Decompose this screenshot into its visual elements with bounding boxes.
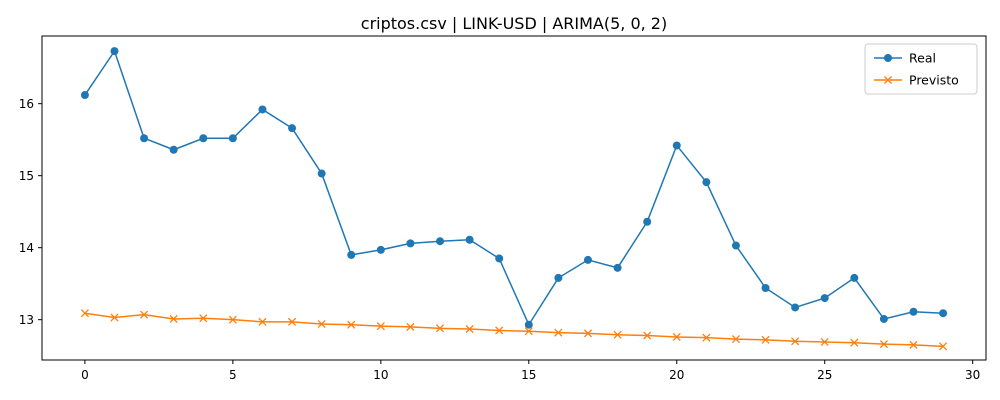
series-line: [84, 49, 944, 327]
legend-label: Real: [909, 51, 936, 66]
data-point: [140, 310, 149, 319]
data-point: [613, 330, 622, 339]
data-point: [583, 255, 592, 264]
data-point: [909, 307, 918, 316]
data-point: [228, 134, 237, 143]
plot-area: [80, 47, 948, 351]
data-point: [939, 342, 948, 351]
y-tick-label: 16: [19, 97, 34, 111]
data-point: [258, 105, 267, 114]
legend-marker: [883, 75, 893, 85]
data-point: [731, 335, 741, 344]
x-tick-label: 25: [817, 368, 832, 382]
data-point: [80, 91, 89, 100]
data-point: [435, 324, 445, 333]
data-point: [228, 315, 237, 324]
data-point: [820, 337, 829, 347]
data-point: [643, 217, 652, 226]
data-point: [495, 326, 504, 335]
data-point: [465, 324, 474, 334]
data-point: [406, 239, 415, 248]
data-point: [317, 169, 326, 178]
data-point: [731, 241, 740, 250]
x-tick-label: 30: [965, 368, 980, 382]
data-point: [347, 250, 356, 259]
data-point: [613, 263, 622, 272]
series-previsto: [80, 309, 948, 351]
data-point: [939, 309, 948, 318]
x-axis: 0 5 10 15 20 25 30: [81, 360, 980, 382]
data-point: [199, 134, 208, 143]
chart-title: criptos.csv | LINK-USD | ARIMA(5, 0, 2): [361, 14, 667, 33]
data-point: [495, 254, 504, 263]
data-point: [583, 329, 593, 338]
data-point: [850, 273, 859, 282]
data-point: [524, 320, 533, 329]
data-point: [791, 337, 800, 346]
data-point: [761, 335, 770, 344]
data-point: [702, 333, 711, 342]
data-point: [406, 322, 415, 331]
data-point: [820, 294, 829, 303]
data-point: [643, 331, 652, 340]
data-point: [879, 340, 888, 349]
data-point: [258, 317, 267, 326]
data-point: [672, 141, 681, 150]
data-point: [436, 237, 445, 246]
data-point: [672, 332, 681, 342]
data-point: [110, 313, 119, 322]
x-tick-label: 0: [81, 368, 89, 382]
legend: Real Previsto: [864, 43, 978, 95]
data-point: [199, 314, 208, 323]
data-point: [702, 178, 711, 187]
data-point: [317, 319, 326, 329]
axes-frame: [41, 35, 987, 361]
data-point: [524, 327, 533, 336]
data-point: [288, 124, 297, 133]
x-tick-label: 5: [229, 368, 237, 382]
data-point: [761, 284, 770, 292]
data-point: [554, 328, 563, 337]
data-point: [347, 320, 356, 329]
data-point: [554, 273, 563, 282]
legend-label: Previsto: [909, 73, 959, 88]
legend-marker: [884, 54, 892, 62]
data-point: [465, 235, 474, 244]
data-point: [110, 47, 119, 56]
y-tick-label: 13: [19, 313, 34, 327]
data-point: [169, 314, 178, 324]
x-tick-label: 20: [669, 368, 684, 382]
data-point: [376, 322, 385, 331]
series-line: [84, 312, 944, 348]
data-point: [140, 134, 149, 143]
data-point: [169, 145, 178, 154]
data-point: [850, 338, 859, 347]
data-point: [791, 303, 800, 312]
x-tick-label: 10: [373, 368, 388, 382]
x-tick-label: 15: [521, 368, 536, 382]
y-tick-label: 15: [19, 169, 34, 183]
data-point: [909, 340, 918, 349]
data-point: [80, 309, 89, 318]
data-point: [287, 317, 297, 326]
y-tick-label: 14: [19, 241, 34, 255]
data-point: [376, 245, 385, 254]
legend-box: [864, 43, 978, 95]
data-point: [879, 314, 888, 323]
y-axis: 13 14 15 16: [19, 97, 42, 327]
series-real: [80, 47, 948, 329]
